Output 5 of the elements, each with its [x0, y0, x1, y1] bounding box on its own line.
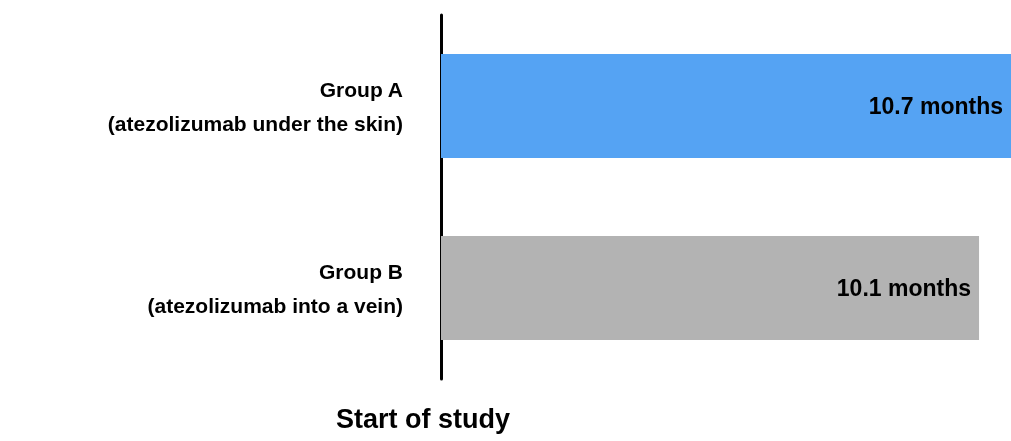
- data-label: 10.7 months: [868, 93, 1003, 119]
- y-tick-label: Group B (atezolizumab into a vein): [147, 259, 403, 317]
- x-axis-title: Start of study: [336, 403, 511, 434]
- data-label: 10.1 months: [836, 275, 972, 301]
- y-tick-label: Group A (atezolizumab under the skin): [107, 77, 403, 135]
